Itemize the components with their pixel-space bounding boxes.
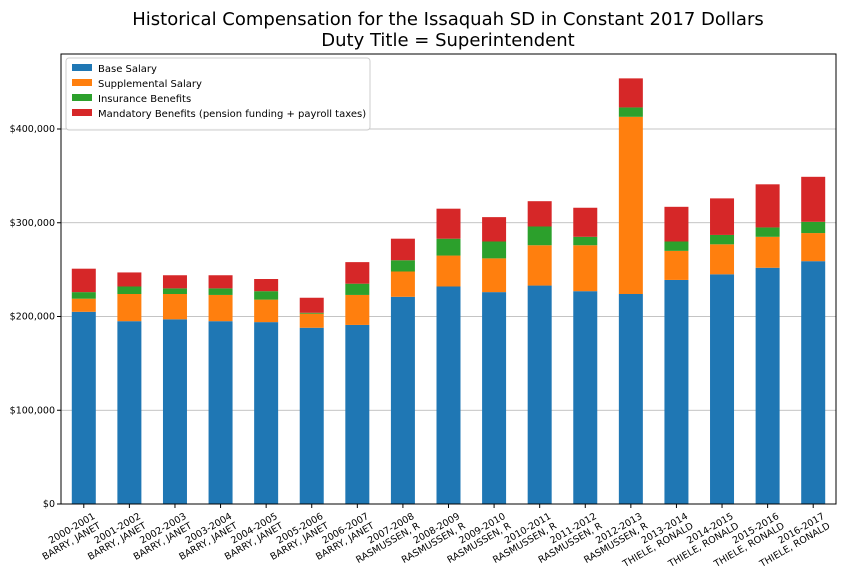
legend-label: Base Salary	[98, 64, 157, 75]
bar-segment	[208, 288, 233, 295]
bar-segment	[755, 227, 780, 237]
legend-swatch	[72, 109, 92, 116]
bar-segment	[162, 319, 187, 504]
bar-segment	[482, 292, 507, 504]
bar-segment	[345, 294, 370, 325]
bar-segment	[390, 260, 415, 272]
bar-segment	[117, 286, 142, 294]
bar-segment	[390, 238, 415, 261]
bar-segment	[710, 244, 735, 275]
bar-segment	[254, 279, 279, 292]
bar-segment	[436, 208, 461, 239]
y-tick-label: $100,000	[10, 405, 55, 416]
bar-segment	[299, 312, 324, 314]
bar-segment	[117, 272, 142, 287]
bar-segment	[710, 274, 735, 504]
bar-segments	[71, 78, 826, 504]
bar-segment	[573, 291, 598, 504]
bar-segment	[117, 321, 142, 504]
y-axis: $0 $100,000 $200,000 $300,000 $400,000	[10, 124, 61, 510]
bar-segment	[162, 275, 187, 289]
bar-segment	[801, 261, 826, 504]
legend-swatch	[72, 64, 92, 71]
bar-segment	[117, 294, 142, 322]
bar-segment	[618, 294, 643, 504]
bar-segment	[618, 107, 643, 117]
y-tick-label: $200,000	[10, 312, 55, 323]
bar-segment	[710, 234, 735, 245]
bar-segment	[618, 116, 643, 294]
bar-segment	[436, 255, 461, 287]
legend-swatch	[72, 94, 92, 101]
bar-segment	[801, 233, 826, 262]
bar-segment	[482, 217, 507, 242]
bar-segment	[390, 271, 415, 297]
bar-segment	[755, 184, 780, 228]
bar-segment	[527, 245, 552, 286]
bar-segment	[162, 288, 187, 294]
bar-segment	[801, 221, 826, 234]
y-tick-label: $0	[43, 499, 55, 510]
legend-box	[65, 57, 371, 131]
chart-title-line-2: Duty Title = Superintendent	[321, 30, 574, 51]
bar-segment	[162, 294, 187, 320]
bar-segment	[208, 294, 233, 322]
bar-segment	[664, 206, 689, 242]
legend-label: Mandatory Benefits (pension funding + pa…	[98, 109, 366, 120]
bar-segment	[71, 298, 96, 312]
bar-segment	[299, 313, 324, 328]
bar-segment	[71, 292, 96, 299]
y-tick-label: $300,000	[10, 218, 55, 229]
bar-segment	[573, 207, 598, 237]
bar-segment	[254, 291, 279, 300]
bar-segment	[482, 241, 507, 259]
bar-segment	[345, 324, 370, 504]
bar-segment	[755, 267, 780, 504]
bar-segment	[755, 236, 780, 268]
bar-segment	[573, 245, 598, 292]
bar-segment	[436, 286, 461, 504]
legend-label: Insurance Benefits	[98, 94, 191, 105]
legend-label: Supplemental Salary	[98, 79, 202, 90]
bar-segment	[618, 78, 643, 108]
bar-segment	[436, 238, 461, 256]
bar-segment	[254, 322, 279, 504]
bar-segment	[664, 279, 689, 504]
bar-segment	[801, 176, 826, 222]
bar-segment	[390, 296, 415, 504]
bar-segment	[208, 321, 233, 504]
bar-segment	[527, 285, 552, 504]
legend-swatch	[72, 79, 92, 86]
bar-segment	[254, 299, 279, 323]
bar-segment	[345, 283, 370, 295]
bar-segment	[527, 201, 552, 227]
bar-segment	[71, 268, 96, 293]
bar-segment	[208, 275, 233, 289]
bar-segment	[482, 258, 507, 293]
bar-segment	[299, 297, 324, 313]
bar-segment	[71, 311, 96, 504]
bar-segment	[299, 327, 324, 504]
bar-segment	[527, 226, 552, 246]
bar-segment	[345, 262, 370, 284]
chart-title-line-1: Historical Compensation for the Issaquah…	[132, 9, 764, 30]
legend: Base Salary Supplemental Salary Insurance …	[65, 57, 371, 131]
bar-segment	[664, 241, 689, 251]
bar-segment	[710, 198, 735, 235]
bar-segment	[573, 236, 598, 246]
bar-segment	[664, 250, 689, 280]
y-tick-label: $400,000	[10, 124, 55, 135]
